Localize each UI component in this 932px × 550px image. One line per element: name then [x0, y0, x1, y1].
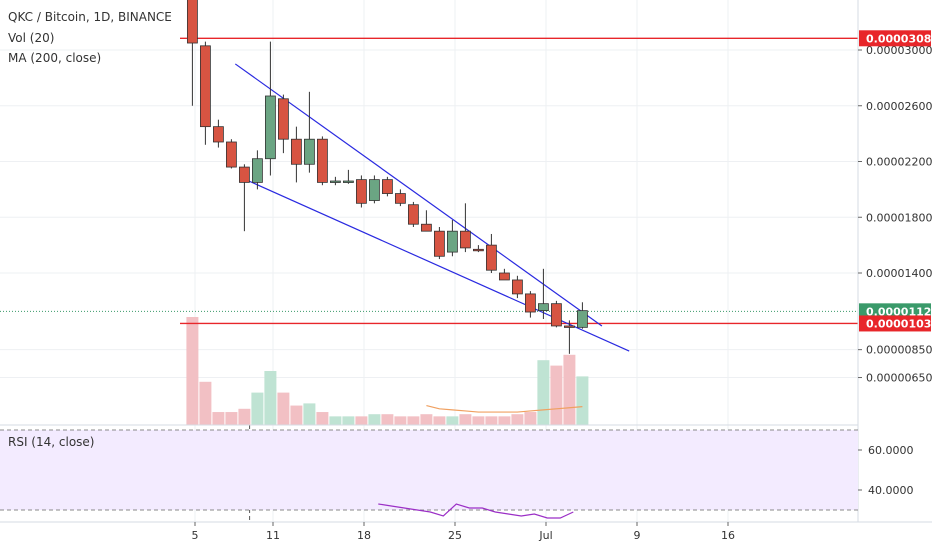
- y-tick-label: 0.00002200: [866, 156, 932, 169]
- x-tick-label: 25: [448, 529, 462, 542]
- y-tick-label: 0.00000650: [866, 372, 932, 385]
- candle-body: [459, 230, 471, 249]
- time-axis: 5 11 18 25 Jul 9 16: [192, 522, 735, 542]
- candle-body: [303, 138, 315, 165]
- volume-bar: [251, 392, 264, 425]
- volume-bar: [433, 416, 446, 425]
- candle-body: [212, 126, 224, 143]
- volume-bar: [212, 412, 225, 425]
- x-tick-label: 5: [192, 529, 199, 542]
- trendline: [245, 179, 630, 352]
- ma-legend[interactable]: MA (200, close): [8, 51, 102, 65]
- volume-bar: [225, 412, 238, 425]
- candle-body: [407, 204, 419, 225]
- volume-bar: [394, 416, 407, 425]
- rsi-legend[interactable]: RSI (14, close): [8, 435, 95, 449]
- candle-body: [342, 180, 354, 183]
- volume-bar: [238, 408, 251, 425]
- x-tick-label: Jul: [538, 529, 552, 542]
- volume-bar: [485, 416, 498, 425]
- y-tick-label: 0.00002600: [866, 100, 932, 113]
- y-tick-label: 0.00001800: [866, 211, 932, 224]
- volume-bar: [524, 412, 537, 425]
- y-tick-label: 0.00000850: [866, 344, 932, 357]
- volume-bar: [472, 416, 485, 425]
- volume-bar: [446, 416, 459, 425]
- volume-bar: [420, 414, 433, 425]
- volume-bar: [563, 354, 576, 425]
- volume-bar: [498, 416, 511, 425]
- volume-bar: [550, 365, 563, 425]
- candle-body: [433, 230, 445, 257]
- volume-ma-line: [426, 404, 583, 413]
- volume-bar: [511, 414, 524, 425]
- candle-body: [238, 166, 250, 183]
- candle-body: [512, 279, 523, 295]
- candle-body: [525, 293, 536, 313]
- candle-body: [381, 179, 393, 194]
- candle-body: [368, 179, 380, 201]
- trendline: [234, 63, 603, 327]
- candle-body: [277, 98, 289, 140]
- x-tick-label: 9: [634, 529, 641, 542]
- candle-body: [329, 180, 341, 183]
- candle-body: [498, 272, 510, 281]
- candle-body: [264, 95, 276, 160]
- volume-bar: [316, 412, 329, 425]
- rsi-line: [378, 503, 574, 519]
- candle-body: [446, 230, 458, 253]
- volume-bar: [264, 371, 277, 425]
- x-tick-label: 11: [266, 529, 280, 542]
- candle-body: [251, 158, 263, 183]
- y-tick-label: 0.00003000: [866, 44, 932, 57]
- rsi-pane: 60.0000 40.0000: [0, 429, 914, 519]
- candle-body: [577, 310, 588, 328]
- price-flag: [859, 315, 931, 332]
- volume-legend[interactable]: Vol (20): [8, 31, 55, 45]
- volume-bar: [381, 414, 394, 425]
- volume-bar: [407, 416, 420, 425]
- rsi-y-tick-label: 40.0000: [868, 484, 914, 497]
- x-tick-label: 18: [357, 529, 371, 542]
- x-tick-label: 16: [721, 529, 735, 542]
- volume-bar: [459, 414, 472, 425]
- volume-bar: [303, 403, 316, 425]
- volume-bar: [199, 381, 212, 425]
- rsi-band: [0, 430, 858, 510]
- rsi-y-tick-label: 60.0000: [868, 444, 914, 457]
- volume-bar: [342, 416, 355, 425]
- candle-body: [551, 303, 562, 327]
- price-flag-label: 0.00001038: [866, 317, 932, 330]
- candle-body: [290, 138, 302, 165]
- volume-bar: [576, 376, 589, 425]
- candle-body: [199, 45, 211, 128]
- candle-body: [472, 248, 484, 252]
- candle-body: [420, 223, 432, 232]
- volume-bar: [329, 416, 342, 425]
- candle-body: [538, 303, 549, 312]
- volume-bar: [368, 414, 381, 425]
- price-flag: [859, 30, 931, 47]
- price-pane: 0.00003000 0.00002600 0.00002200 0.00001800…: [0, 0, 932, 523]
- volume-bar: [355, 416, 368, 425]
- candle-body: [394, 193, 406, 204]
- price-flag-label: 0.00001125: [866, 305, 932, 318]
- candle-body: [186, 0, 198, 44]
- candle-body: [316, 138, 328, 183]
- y-tick-label: 0.00001400: [866, 267, 932, 280]
- candle-body: [485, 244, 497, 271]
- candle-body: [225, 141, 237, 168]
- candle-body: [355, 179, 367, 204]
- volume-bar: [186, 317, 199, 425]
- volume-bar: [290, 405, 303, 425]
- volume-bar: [537, 360, 550, 425]
- symbol-legend[interactable]: QKC / Bitcoin, 1D, BINANCE: [8, 10, 172, 24]
- candle-body: [564, 325, 575, 328]
- volume-bar: [277, 392, 290, 425]
- price-flag: [859, 303, 931, 320]
- price-flag-label: 0.00003084: [866, 32, 932, 45]
